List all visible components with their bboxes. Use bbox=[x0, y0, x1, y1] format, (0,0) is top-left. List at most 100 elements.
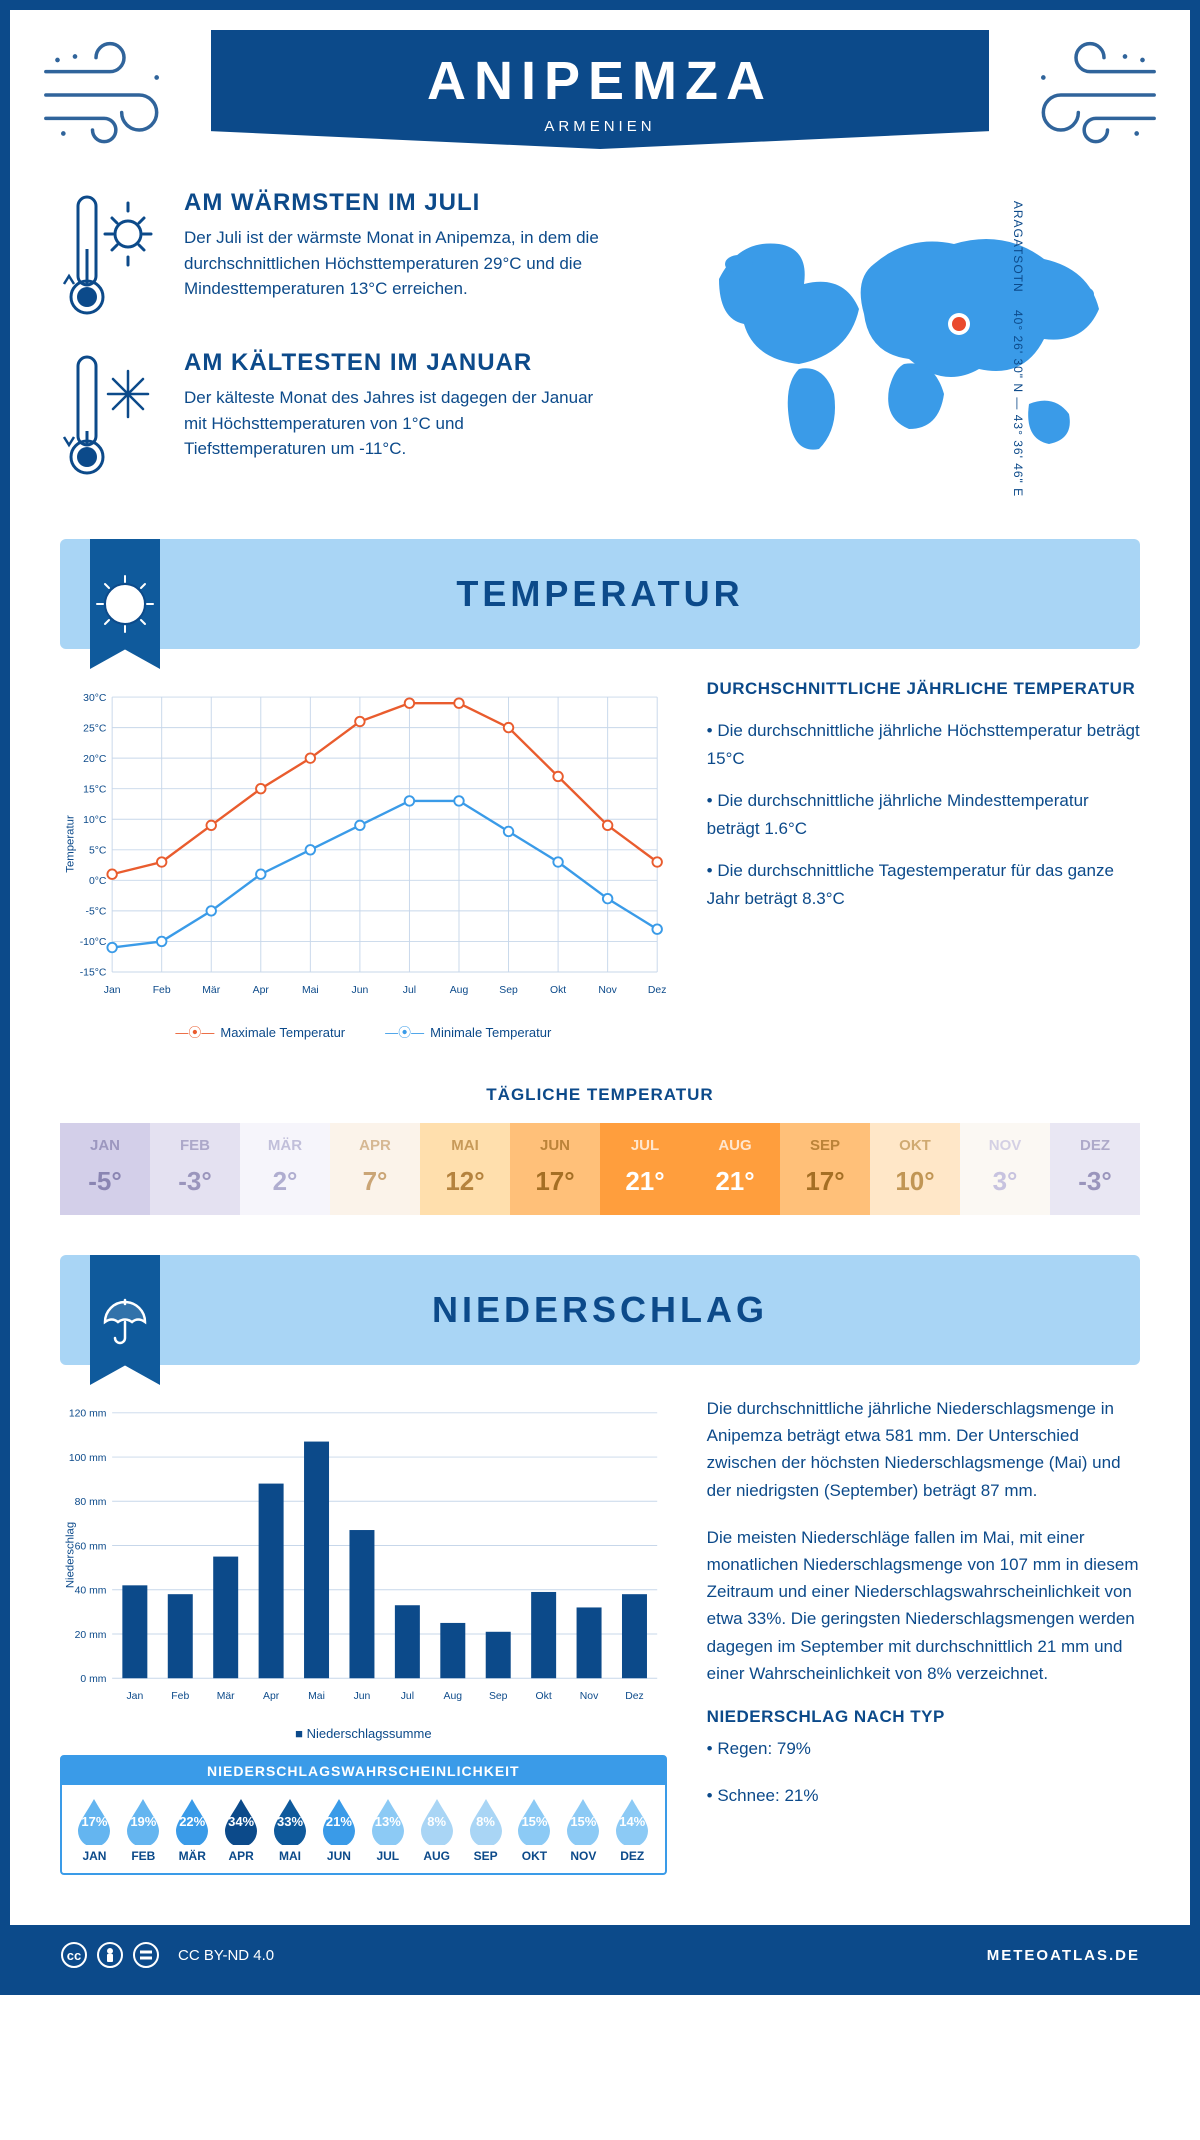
svg-text:20 mm: 20 mm bbox=[75, 1630, 107, 1641]
header: ANIPEMZA ARMENIEN bbox=[10, 10, 1190, 179]
svg-text:20°C: 20°C bbox=[83, 754, 107, 765]
prob-cell: 22% MÄR bbox=[168, 1797, 217, 1863]
svg-text:120 mm: 120 mm bbox=[69, 1409, 107, 1420]
wind-icon-left bbox=[40, 40, 180, 150]
precip-section-header: NIEDERSCHLAG bbox=[60, 1255, 1140, 1365]
page: ANIPEMZA ARMENIEN AM WÄRMSTEN IM JULI De… bbox=[0, 0, 1200, 1995]
legend-min: Minimale Temperatur bbox=[385, 1022, 551, 1041]
daily-temp-heading: TÄGLICHE TEMPERATUR bbox=[10, 1085, 1190, 1105]
umbrella-bookmark-icon bbox=[90, 1255, 160, 1385]
svg-text:Okt: Okt bbox=[536, 1691, 552, 1702]
svg-text:Nov: Nov bbox=[598, 985, 617, 996]
svg-text:Sep: Sep bbox=[489, 1691, 508, 1702]
daily-cell: DEZ-3° bbox=[1050, 1123, 1140, 1215]
svg-text:Aug: Aug bbox=[450, 985, 469, 996]
precip-p1: Die durchschnittliche jährliche Niedersc… bbox=[707, 1395, 1140, 1504]
cc-icon: cc bbox=[60, 1941, 88, 1969]
svg-text:0°C: 0°C bbox=[89, 876, 107, 887]
svg-text:Jun: Jun bbox=[351, 985, 368, 996]
svg-text:Feb: Feb bbox=[153, 985, 171, 996]
prob-cell: 15% OKT bbox=[510, 1797, 559, 1863]
title-ribbon: ANIPEMZA ARMENIEN bbox=[211, 30, 990, 149]
raindrop-icon: 8% bbox=[418, 1797, 456, 1845]
svg-text:40 mm: 40 mm bbox=[75, 1586, 107, 1597]
daily-cell: SEP17° bbox=[780, 1123, 870, 1215]
svg-text:Mai: Mai bbox=[302, 985, 319, 996]
svg-text:80 mm: 80 mm bbox=[75, 1497, 107, 1508]
license-text: CC BY-ND 4.0 bbox=[178, 1947, 274, 1964]
world-map-icon bbox=[689, 219, 1119, 479]
intro-section: AM WÄRMSTEN IM JULI Der Juli ist der wär… bbox=[10, 179, 1190, 539]
lat-label: 40° 26' 30" N bbox=[1011, 310, 1025, 393]
svg-text:Mär: Mär bbox=[202, 985, 220, 996]
raindrop-icon: 14% bbox=[613, 1797, 651, 1845]
prob-cell: 17% JAN bbox=[70, 1797, 119, 1863]
thermometer-cold-icon bbox=[60, 349, 160, 479]
temp-legend: Maximale Temperatur Minimale Temperatur bbox=[60, 1022, 667, 1041]
wind-icon-right bbox=[1020, 40, 1160, 150]
svg-text:Jul: Jul bbox=[401, 1691, 414, 1702]
precipitation-bar-chart: 0 mm20 mm40 mm60 mm80 mm100 mm120 mmJanF… bbox=[60, 1395, 667, 1715]
coldest-text: Der kälteste Monat des Jahres ist dagege… bbox=[184, 385, 604, 462]
temp-text-block: DURCHSCHNITTLICHE JÄHRLICHE TEMPERATUR •… bbox=[707, 679, 1140, 1041]
daily-temp-strip: JAN-5°FEB-3°MÄR2°APR7°MAI12°JUN17°JUL21°… bbox=[60, 1123, 1140, 1215]
coldest-heading: AM KÄLTESTEN IM JANUAR bbox=[184, 349, 604, 377]
prob-cell: 19% FEB bbox=[119, 1797, 168, 1863]
svg-text:10°C: 10°C bbox=[83, 815, 107, 826]
daily-cell: OKT10° bbox=[870, 1123, 960, 1215]
page-subtitle: ARMENIEN bbox=[211, 118, 990, 135]
svg-text:100 mm: 100 mm bbox=[69, 1453, 107, 1464]
prob-cell: 33% MAI bbox=[266, 1797, 315, 1863]
world-map-block: ARAGATSOTN 40° 26' 30" N — 43° 36' 46" E bbox=[667, 189, 1140, 509]
svg-text:Mär: Mär bbox=[217, 1691, 235, 1702]
temp-heading: TEMPERATUR bbox=[456, 573, 743, 615]
svg-text:Jul: Jul bbox=[403, 985, 416, 996]
daily-cell: JUN17° bbox=[510, 1123, 600, 1215]
raindrop-icon: 13% bbox=[369, 1797, 407, 1845]
warmest-block: AM WÄRMSTEN IM JULI Der Juli ist der wär… bbox=[60, 189, 627, 319]
svg-text:Mai: Mai bbox=[308, 1691, 325, 1702]
svg-text:Jun: Jun bbox=[354, 1691, 371, 1702]
svg-text:-5°C: -5°C bbox=[86, 907, 107, 918]
warmest-text: Der Juli ist der wärmste Monat in Anipem… bbox=[184, 225, 604, 302]
daily-cell: MÄR2° bbox=[240, 1123, 330, 1215]
temp-text-p1: • Die durchschnittliche jährliche Höchst… bbox=[707, 717, 1140, 773]
legend-max: Maximale Temperatur bbox=[175, 1022, 345, 1041]
raindrop-icon: 15% bbox=[564, 1797, 602, 1845]
by-icon bbox=[96, 1941, 124, 1969]
svg-text:Aug: Aug bbox=[444, 1691, 463, 1702]
svg-text:60 mm: 60 mm bbox=[75, 1541, 107, 1552]
precip-text-block: Die durchschnittliche jährliche Niedersc… bbox=[707, 1395, 1140, 1875]
daily-cell: NOV3° bbox=[960, 1123, 1050, 1215]
warmest-heading: AM WÄRMSTEN IM JULI bbox=[184, 189, 604, 217]
svg-text:Dez: Dez bbox=[625, 1691, 644, 1702]
svg-text:5°C: 5°C bbox=[89, 846, 107, 857]
svg-text:cc: cc bbox=[67, 1948, 81, 1963]
raindrop-icon: 22% bbox=[173, 1797, 211, 1845]
svg-text:-10°C: -10°C bbox=[80, 937, 107, 948]
lon-label: 43° 36' 46" E bbox=[1011, 415, 1025, 497]
page-title: ANIPEMZA bbox=[211, 50, 990, 112]
svg-text:Dez: Dez bbox=[648, 985, 667, 996]
prob-cell: 15% NOV bbox=[559, 1797, 608, 1863]
thermometer-hot-icon bbox=[60, 189, 160, 319]
precip-heading: NIEDERSCHLAG bbox=[432, 1289, 768, 1331]
daily-cell: JAN-5° bbox=[60, 1123, 150, 1215]
temp-text-p3: • Die durchschnittliche Tagestemperatur … bbox=[707, 857, 1140, 913]
raindrop-icon: 15% bbox=[515, 1797, 553, 1845]
temp-body: -15°C-10°C-5°C0°C5°C10°C15°C20°C25°C30°C… bbox=[10, 649, 1190, 1061]
raindrop-icon: 8% bbox=[467, 1797, 505, 1845]
prob-cell: 21% JUN bbox=[314, 1797, 363, 1863]
svg-text:25°C: 25°C bbox=[83, 723, 107, 734]
svg-text:Nov: Nov bbox=[580, 1691, 599, 1702]
svg-text:Temperatur: Temperatur bbox=[64, 815, 76, 873]
temp-text-heading: DURCHSCHNITTLICHE JÄHRLICHE TEMPERATUR bbox=[707, 679, 1140, 699]
precip-p2: Die meisten Niederschläge fallen im Mai,… bbox=[707, 1524, 1140, 1687]
nd-icon bbox=[132, 1941, 160, 1969]
precip-bar-legend: Niederschlagssumme bbox=[60, 1726, 667, 1741]
temperature-line-chart: -15°C-10°C-5°C0°C5°C10°C15°C20°C25°C30°C… bbox=[60, 679, 667, 1009]
prob-heading: NIEDERSCHLAGSWAHRSCHEINLICHKEIT bbox=[62, 1757, 665, 1785]
prob-row: 17% JAN 19% FEB 22% MÄR 34% APR 33% MAI … bbox=[62, 1785, 665, 1873]
coldest-block: AM KÄLTESTEN IM JANUAR Der kälteste Mona… bbox=[60, 349, 627, 479]
daily-cell: MAI12° bbox=[420, 1123, 510, 1215]
